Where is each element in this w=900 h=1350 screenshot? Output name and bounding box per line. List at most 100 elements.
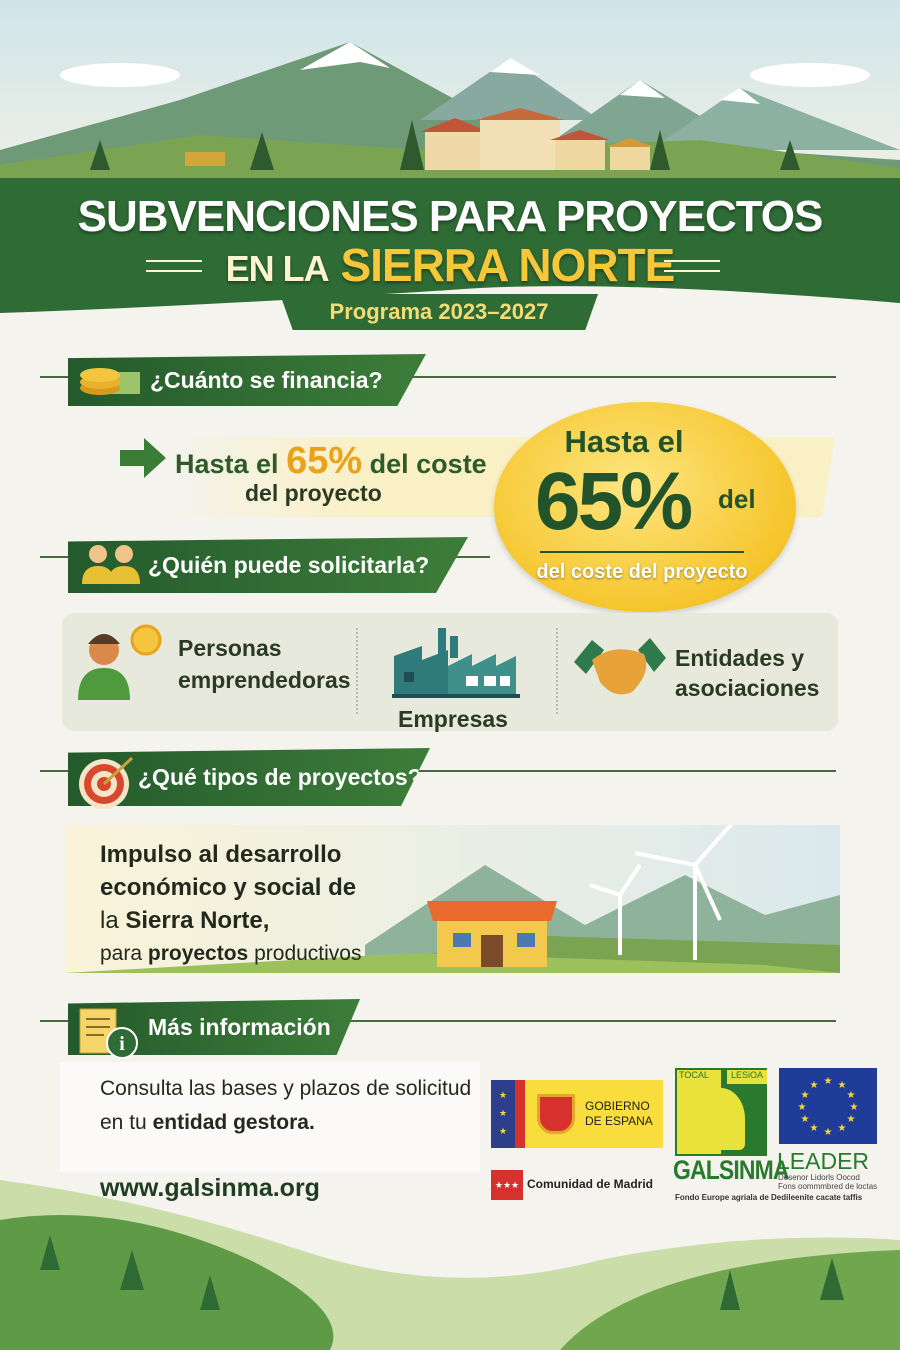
leader-name: LEADER xyxy=(777,1148,870,1174)
percentage-badge xyxy=(494,402,796,612)
svg-text:★: ★ xyxy=(798,1102,807,1113)
svg-text:★: ★ xyxy=(838,1080,847,1091)
village-houses xyxy=(185,108,654,170)
handshake-icon xyxy=(574,638,666,695)
section-heading-types: ¿Qué tipos de proyectos? xyxy=(68,748,430,806)
website-link[interactable]: www.galsinma.org xyxy=(100,1174,320,1202)
text-line: la Sierra Norte, xyxy=(100,904,361,937)
heading-text: Más información xyxy=(148,1013,331,1040)
svg-text:★: ★ xyxy=(850,1102,859,1113)
text-bold: Sierra Norte xyxy=(125,907,263,934)
mountain-village-illustration xyxy=(0,0,900,200)
title-banner xyxy=(0,178,900,313)
applicant-companies: Empresas xyxy=(398,706,508,732)
document-info-icon: i xyxy=(79,1008,138,1059)
svg-text:i: i xyxy=(119,1033,125,1055)
text: LESiOA xyxy=(727,1070,767,1084)
badge-percent: 65% xyxy=(535,456,693,547)
title-prefix: EN LA xyxy=(225,248,330,289)
financing-percent: 65% xyxy=(286,440,363,482)
text: para xyxy=(100,942,143,965)
divider xyxy=(40,1020,836,1022)
badge-del: del xyxy=(718,484,756,514)
coat-of-arms-icon xyxy=(537,1094,575,1134)
text-line: Consulta las bases y plazos de solicitud xyxy=(100,1077,472,1100)
fondo-text: Fondo Europe agriala de Dedileenite caca… xyxy=(675,1193,863,1202)
svg-text:★: ★ xyxy=(801,1090,810,1101)
program-ribbon: Programa 2023–2027 xyxy=(280,294,598,330)
text-line: para proyectos productivos xyxy=(100,937,361,970)
galsinma-name: GALSINMA xyxy=(673,1155,789,1185)
svg-text:★: ★ xyxy=(824,1076,833,1087)
svg-text:★: ★ xyxy=(824,1127,833,1138)
title-line-2: EN LA SIERRA NORTE xyxy=(0,238,900,292)
leader-subtext: Desenor Lidorls Oocod Fons oommmbred de … xyxy=(778,1173,877,1191)
svg-text:★: ★ xyxy=(810,1080,819,1091)
svg-text:★: ★ xyxy=(838,1123,847,1134)
eu-stars-icon: ★ ★★★★★★★★★★★ xyxy=(798,1076,859,1138)
text: en tu xyxy=(100,1111,147,1134)
badge-line3: del coste del proyecto xyxy=(536,561,748,583)
heading-text: ¿Qué tipos de proyectos? xyxy=(138,763,422,790)
svg-text:★: ★ xyxy=(847,1114,856,1125)
people-icon xyxy=(82,545,140,584)
gobierno-text: GOBIERNO DE ESPANA xyxy=(585,1099,653,1129)
logo-galsinma: TOCAL LESiOA xyxy=(675,1068,767,1156)
target-icon xyxy=(79,756,134,809)
text: Fons oommmbred de loctas xyxy=(778,1182,878,1191)
text: GOBIERNO xyxy=(585,1099,650,1113)
applicant-entrepreneurs: Personas emprendedoras xyxy=(178,632,351,696)
heading-text: ¿Cuánto se financia? xyxy=(150,366,383,393)
madrid-stars-icon: ★★★ xyxy=(491,1170,523,1200)
eu-stars-icon: ★ ★ ★ xyxy=(491,1080,515,1148)
divider xyxy=(40,376,836,378)
title-rule-left xyxy=(146,270,202,272)
project-types-text: Impulso al desarrollo económico y social… xyxy=(100,838,361,970)
badge-line1: Hasta el xyxy=(564,424,684,459)
text-line: económico y social de xyxy=(100,874,357,901)
factory-icon xyxy=(392,628,520,698)
title-rule-left xyxy=(146,260,202,262)
financing-text: Hasta el 65% del coste xyxy=(175,440,487,483)
svg-text:★: ★ xyxy=(810,1123,819,1134)
title-highlight: SIERRA NORTE xyxy=(340,239,675,291)
label: asociaciones xyxy=(675,675,820,701)
svg-text:★: ★ xyxy=(801,1114,810,1125)
text: . xyxy=(308,1111,315,1134)
logo-comunidad-madrid: Comunidad de Madrid xyxy=(527,1177,653,1191)
title-line-1: SUBVENCIONES PARA PROYECTOS xyxy=(77,192,824,241)
info-box xyxy=(60,1062,480,1172)
label: Personas xyxy=(178,635,282,661)
text: productivos xyxy=(254,942,362,965)
text: TOCAL xyxy=(679,1070,709,1080)
text-line: Impulso al desarrollo xyxy=(100,841,342,868)
applicant-entities: Entidades y asociaciones xyxy=(675,643,819,703)
text: , xyxy=(262,907,270,934)
text: la xyxy=(100,907,119,934)
coins-icon xyxy=(80,368,140,395)
profile-silhouette-icon xyxy=(697,1088,745,1150)
heading-text: ¿Quién puede solicitarla? xyxy=(148,551,430,578)
divider xyxy=(556,628,558,714)
info-text: Consulta las bases y plazos de solicitud… xyxy=(100,1072,471,1140)
text-suffix: del coste xyxy=(369,449,487,479)
text: Desenor Lidorls Oocod xyxy=(778,1173,860,1182)
entrepreneur-icon xyxy=(78,624,162,700)
wind-turbines xyxy=(589,825,734,960)
rural-landscape-illustration xyxy=(65,825,840,973)
label: emprendedoras xyxy=(178,667,351,693)
shop-building xyxy=(427,901,557,967)
text-prefix: Hasta el xyxy=(175,449,279,479)
label: Entidades y xyxy=(675,645,805,671)
text-bold: proyectos xyxy=(147,942,249,965)
text-line: en tu entidad gestora. xyxy=(100,1106,471,1140)
title-rule-right xyxy=(664,270,720,272)
divider xyxy=(356,628,358,714)
title-rule-right xyxy=(664,260,720,262)
text-bold: entidad gestora xyxy=(152,1111,309,1134)
badge-rule xyxy=(540,551,744,553)
bottom-hills-illustration xyxy=(0,1180,900,1350)
financing-text-line2: del proyecto xyxy=(245,480,382,506)
svg-text:★: ★ xyxy=(847,1090,856,1101)
logo-gobierno-espana: ★ ★ ★ GOBIERNO DE ESPANA xyxy=(491,1080,663,1148)
